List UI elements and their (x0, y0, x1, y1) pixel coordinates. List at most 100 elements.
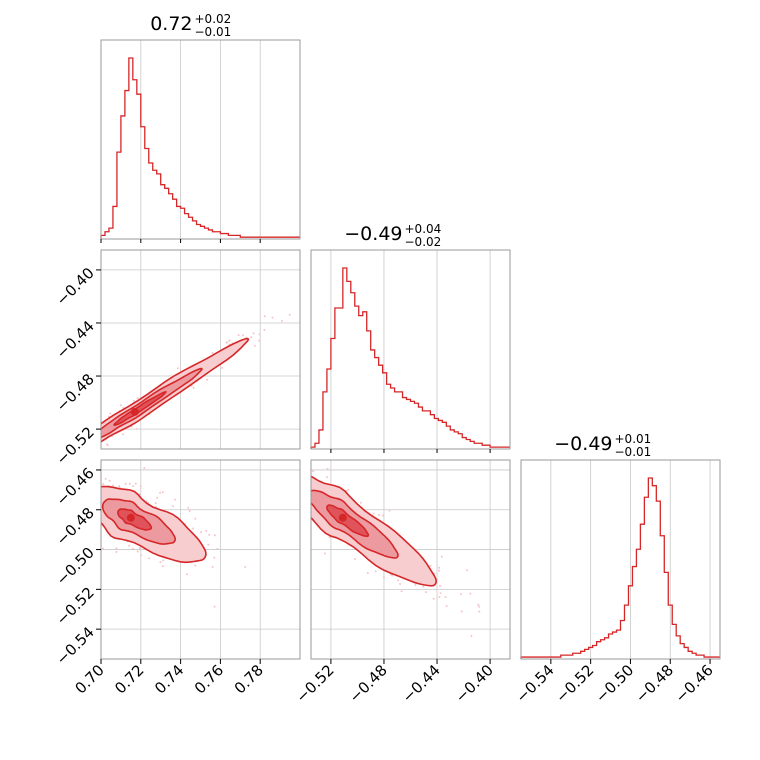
scatter-point (98, 432, 100, 434)
scatter-point (241, 334, 244, 337)
scatter-point (192, 386, 195, 389)
scatter-point (156, 496, 159, 499)
scatter-point (130, 425, 133, 428)
scatter-point (136, 397, 139, 400)
scatter-point (92, 533, 94, 535)
scatter-point (132, 485, 135, 488)
scatter-point (128, 544, 131, 547)
scatter-point (176, 367, 179, 370)
scatter-point (131, 547, 134, 550)
histogram-title-plus: +0.02 (195, 12, 232, 26)
histogram-title-minus: −0.01 (195, 25, 232, 39)
density-contour (117, 508, 153, 531)
scatter-point (96, 422, 98, 424)
scatter-point (237, 334, 240, 337)
scatter-point (71, 468, 73, 470)
histogram-frame (100, 39, 301, 240)
scatter-point (359, 501, 362, 504)
scatter-point (263, 329, 266, 331)
scatter-point (258, 333, 261, 336)
scatter-point (206, 378, 208, 381)
scatter-point (194, 564, 197, 567)
scatter-point (89, 505, 91, 507)
scatter-point (112, 484, 115, 487)
scatter-point (211, 352, 214, 354)
scatter-point (108, 479, 111, 482)
scatter-point (478, 605, 481, 608)
scatter-point (115, 551, 118, 553)
scatter-point (250, 336, 253, 339)
scatter-point (132, 400, 135, 402)
x-tick-label: −0.40 (452, 661, 497, 706)
scatter-point (118, 485, 121, 487)
scatter-point (148, 557, 151, 560)
scatter-point (382, 576, 385, 579)
density-contour (326, 504, 370, 538)
scatter-point (302, 464, 304, 466)
histogram-title-minus: −0.02 (405, 235, 442, 249)
scatter-point (87, 448, 89, 450)
scatter-point (440, 555, 443, 558)
x-tick-label: −0.48 (632, 661, 677, 706)
histogram-frame (310, 249, 511, 450)
inner-x-ticks-0 (100, 239, 261, 243)
histogram-step-line (100, 57, 300, 239)
scatter-point (208, 533, 211, 536)
scatter-point (325, 476, 328, 479)
y-tick-label: −0.48 (53, 504, 98, 549)
scatter-point (93, 527, 95, 529)
pair-frame (100, 459, 301, 660)
scatter-point (477, 603, 480, 606)
y-axis-2: −0.54−0.52−0.50−0.48−0.46 (53, 464, 101, 668)
y-tick-label: −0.46 (53, 464, 98, 509)
histogram-title-median: −0.49 (554, 433, 612, 455)
scatter-point (187, 506, 190, 509)
scatter-point (49, 457, 51, 459)
scatter-point (439, 584, 442, 587)
scatter-point (286, 505, 288, 507)
histogram-title-median: 0.72 (150, 13, 192, 35)
scatter-point (288, 495, 290, 497)
histogram-title-plus: +0.01 (615, 432, 652, 446)
scatter-point (444, 596, 447, 599)
scatter-point (445, 604, 448, 607)
scatter-point (525, 632, 527, 634)
scatter-point (161, 565, 164, 568)
scatter-point (97, 417, 99, 419)
scatter-point (324, 552, 326, 555)
scatter-point (96, 501, 98, 503)
scatter-point (207, 543, 210, 546)
scatter-point (478, 610, 481, 613)
scatter-point (372, 512, 375, 515)
scatter-point (194, 517, 197, 520)
scatter-point (228, 339, 231, 342)
scatter-point (136, 550, 139, 553)
scatter-point (391, 574, 394, 577)
scatter-point (213, 534, 216, 537)
scatter-point (82, 454, 84, 456)
density-peak (126, 513, 135, 522)
scatter-point (328, 536, 331, 539)
scatter-point (324, 290, 326, 292)
histogram-panel-1: −0.49 +0.04−0.02 (310, 222, 511, 450)
y-tick-label: −0.54 (53, 623, 98, 668)
scatter-point (96, 430, 98, 432)
x-tick-label: −0.46 (672, 661, 717, 706)
scatter-point (280, 498, 282, 500)
scatter-point (388, 509, 391, 512)
x-axis-0: 0.70 0.72 0.74 0.76 0.78 (71, 659, 267, 697)
scatter-point (422, 585, 425, 588)
scatter-point (161, 491, 164, 494)
scatter-point (82, 492, 84, 494)
scatter-point (252, 332, 255, 335)
scatter-point (305, 474, 307, 476)
y-tick-label: −0.44 (53, 317, 98, 362)
scatter-point (244, 565, 247, 568)
pair-panel-0-2 (71, 459, 301, 660)
scatter-point (205, 530, 208, 532)
scatter-point (258, 339, 261, 342)
scatter-point (429, 564, 432, 567)
scatter-point (439, 592, 442, 595)
pair-panel-1-2 (280, 459, 527, 660)
histogram-panel-2: −0.49 +0.01−0.01 (520, 432, 721, 660)
